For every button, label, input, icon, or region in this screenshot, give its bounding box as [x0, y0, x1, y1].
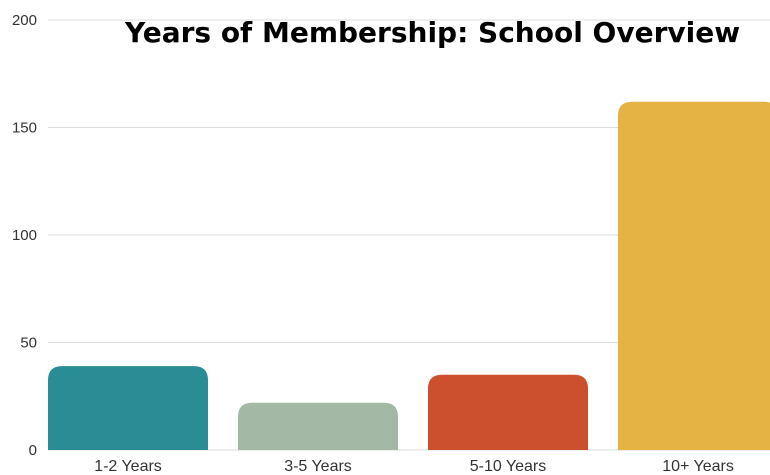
y-tick-label: 50: [20, 335, 37, 352]
bar-3-5-years: [238, 402, 398, 450]
bars: [48, 101, 770, 450]
x-axis-category-labels: 1-2 Years 3-5 Years 5-10 Years 10+ Years: [94, 458, 734, 475]
bar-10-years: [618, 101, 770, 450]
x-category-label: 5-10 Years: [470, 458, 547, 475]
y-tick-label: 0: [29, 442, 37, 459]
y-tick-label: 200: [12, 12, 37, 29]
chart-title: Years of Membership: School Overview: [124, 16, 740, 49]
bar-1-2-years: [48, 366, 208, 450]
x-category-label: 10+ Years: [662, 458, 734, 475]
y-tick-label: 150: [12, 120, 37, 137]
x-category-label: 1-2 Years: [94, 458, 162, 475]
bar-5-10-years: [428, 374, 588, 450]
x-category-label: 3-5 Years: [284, 458, 352, 475]
y-axis-tick-labels: 0 50 100 150 200: [12, 12, 37, 459]
y-tick-label: 100: [12, 227, 37, 244]
